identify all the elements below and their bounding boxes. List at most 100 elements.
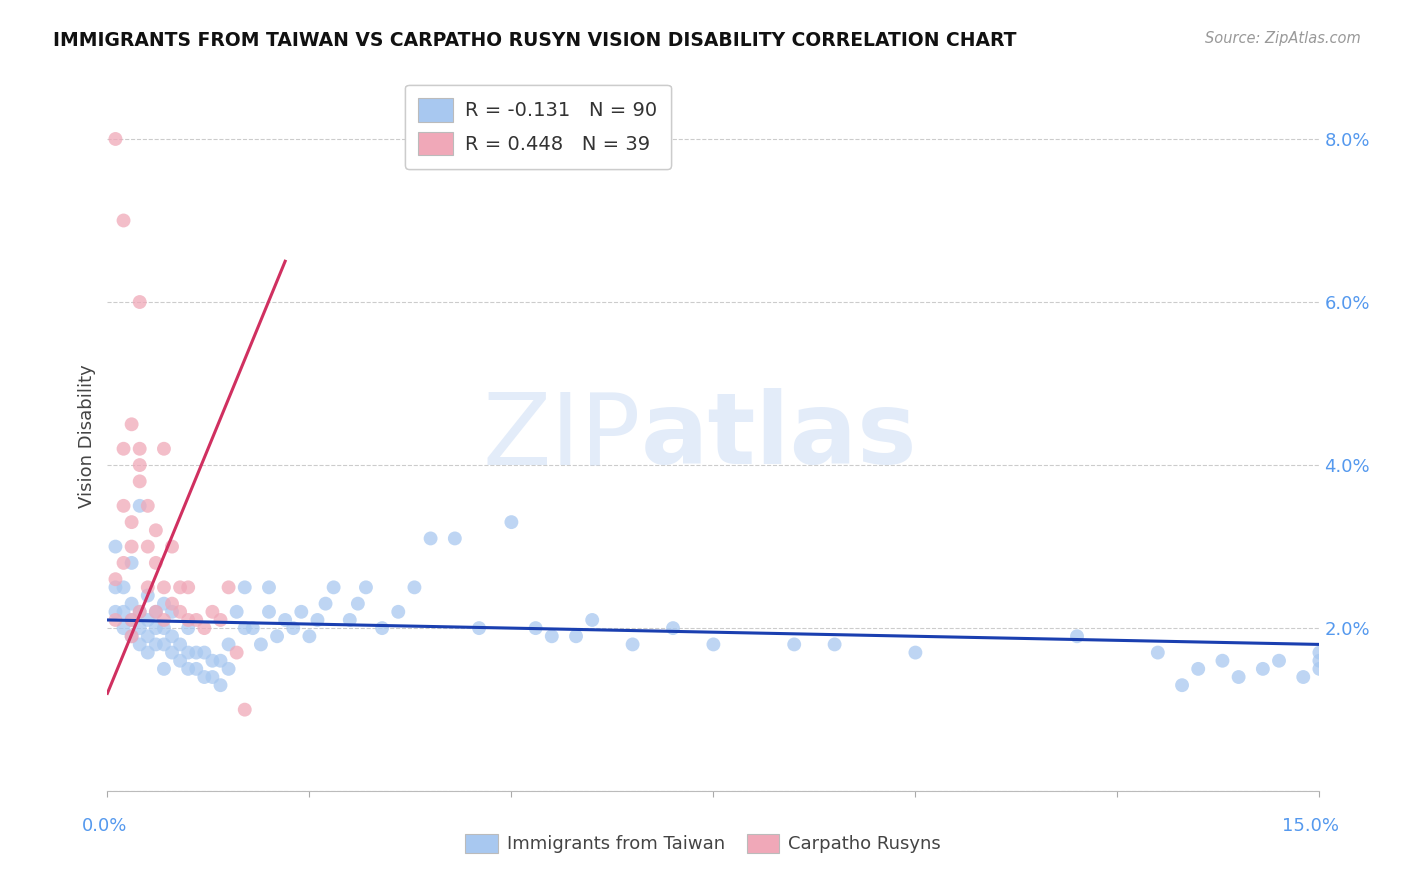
Point (443, 532, 465, 546)
Point (112, 213, 135, 227)
Legend: Immigrants from Taiwan, Carpatho Rusyns: Immigrants from Taiwan, Carpatho Rusyns (458, 826, 948, 861)
Point (145, 621, 167, 635)
Point (177, 646, 200, 660)
Text: ZIP: ZIP (482, 388, 641, 485)
Point (419, 532, 441, 546)
Point (186, 662, 208, 676)
Point (565, 629, 588, 643)
Point (233, 580, 256, 594)
Point (1066, 629, 1088, 643)
Point (250, 637, 273, 651)
Point (298, 629, 321, 643)
Point (136, 646, 159, 660)
Point (153, 442, 176, 456)
Point (1292, 670, 1315, 684)
Point (145, 605, 167, 619)
Point (242, 621, 264, 635)
Text: atlas: atlas (641, 388, 917, 485)
Point (347, 597, 370, 611)
Point (307, 613, 329, 627)
Point (121, 629, 143, 643)
Point (160, 597, 183, 611)
Point (121, 629, 143, 643)
Point (209, 654, 232, 668)
Point (1268, 654, 1291, 668)
Point (1171, 678, 1194, 692)
Point (169, 605, 191, 619)
Point (169, 654, 191, 668)
Point (1308, 646, 1330, 660)
Point (274, 613, 297, 627)
Point (145, 523, 167, 537)
Point (225, 646, 247, 660)
Point (201, 654, 224, 668)
Point (1308, 654, 1330, 668)
Point (112, 442, 135, 456)
Point (404, 580, 426, 594)
Point (153, 662, 176, 676)
Text: 0.0%: 0.0% (82, 817, 127, 835)
Point (136, 580, 159, 594)
Point (153, 597, 176, 611)
Point (193, 646, 215, 660)
Point (104, 605, 127, 619)
Point (153, 613, 176, 627)
Point (290, 605, 312, 619)
Point (371, 621, 394, 635)
Point (1187, 662, 1209, 676)
Legend: R = -0.131   N = 90, R = 0.448   N = 39: R = -0.131 N = 90, R = 0.448 N = 39 (405, 85, 671, 169)
Point (153, 580, 176, 594)
Point (112, 621, 135, 635)
Point (169, 637, 191, 651)
Point (702, 637, 724, 651)
Point (128, 621, 150, 635)
Point (112, 605, 135, 619)
Point (266, 629, 288, 643)
Point (104, 580, 127, 594)
Point (128, 458, 150, 472)
Point (177, 613, 200, 627)
Text: IMMIGRANTS FROM TAIWAN VS CARPATHO RUSYN VISION DISABILITY CORRELATION CHART: IMMIGRANTS FROM TAIWAN VS CARPATHO RUSYN… (53, 31, 1017, 50)
Point (112, 556, 135, 570)
Point (128, 637, 150, 651)
Point (193, 670, 215, 684)
Point (136, 629, 159, 643)
Point (193, 621, 215, 635)
Point (662, 621, 685, 635)
Point (209, 613, 232, 627)
Point (121, 515, 143, 529)
Point (128, 475, 150, 489)
Point (112, 580, 135, 594)
Point (257, 580, 280, 594)
Point (201, 605, 224, 619)
Point (112, 499, 135, 513)
Point (104, 132, 127, 146)
Point (283, 621, 305, 635)
Point (218, 662, 240, 676)
Point (186, 613, 208, 627)
Point (177, 621, 200, 635)
Point (1146, 646, 1168, 660)
Point (824, 637, 846, 651)
Point (257, 605, 280, 619)
Point (128, 605, 150, 619)
Point (121, 540, 143, 554)
Point (160, 629, 183, 643)
Point (136, 499, 159, 513)
Point (339, 613, 361, 627)
Point (186, 646, 208, 660)
Point (201, 670, 224, 684)
Point (121, 556, 143, 570)
Point (225, 605, 247, 619)
Point (354, 580, 377, 594)
Point (104, 572, 127, 586)
Point (177, 662, 200, 676)
Point (581, 613, 603, 627)
Point (1308, 662, 1330, 676)
Point (145, 605, 167, 619)
Point (121, 613, 143, 627)
Point (1251, 662, 1274, 676)
Text: 15.0%: 15.0% (1281, 817, 1339, 835)
Point (121, 417, 143, 432)
Point (1211, 654, 1233, 668)
